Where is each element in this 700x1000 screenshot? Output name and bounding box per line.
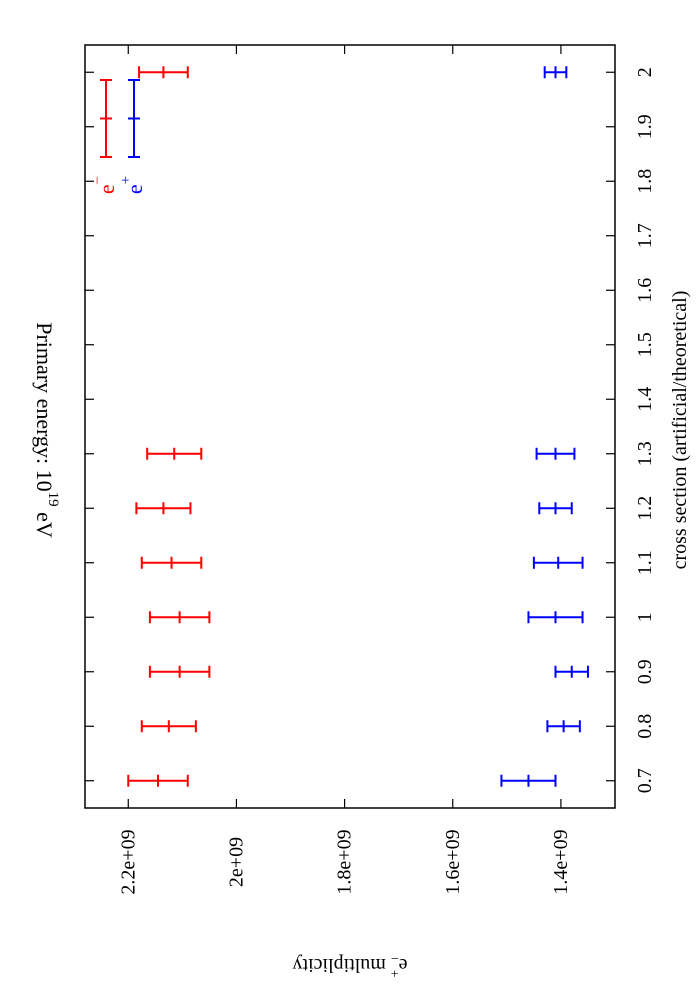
x-tick-label: 0.9 xyxy=(634,659,656,684)
chart-title: Primary energy: 1019 eV xyxy=(33,322,62,538)
data-point xyxy=(535,447,576,460)
y-axis-title-superscript: + xyxy=(391,965,399,980)
data-point xyxy=(538,502,573,515)
legend-label: e− xyxy=(90,176,119,194)
plot-frame xyxy=(84,44,616,809)
x-tick-label: 1.8 xyxy=(634,169,656,194)
x-tick-label: 1.1 xyxy=(634,550,656,575)
y-tick-label: 1.6e+09 xyxy=(442,829,464,894)
x-tick-label: 1.4 xyxy=(634,387,656,412)
y-axis-title-base: e xyxy=(399,954,408,976)
data-point xyxy=(127,774,189,787)
y-tick-label: 2.2e+09 xyxy=(117,829,139,894)
x-tick-label: 1.9 xyxy=(634,114,656,139)
series-layer xyxy=(127,66,589,787)
x-tick-label: 0.7 xyxy=(634,768,656,793)
y-tick-label: 1.4e+09 xyxy=(550,829,572,894)
data-point xyxy=(140,556,203,569)
x-tick-label: 0.8 xyxy=(634,714,656,739)
x-tick-label: 1.2 xyxy=(634,496,656,521)
data-point xyxy=(546,720,581,733)
y-tick-label: 2e+09 xyxy=(225,837,247,887)
legend-entry-positron: e+ xyxy=(118,79,147,194)
data-point xyxy=(138,66,189,79)
legend-label: e+ xyxy=(118,176,147,194)
x-tick-label: 1.7 xyxy=(634,223,656,248)
title-suffix: eV xyxy=(33,507,58,538)
legend-entry-electron: e− xyxy=(90,79,119,194)
data-point xyxy=(500,774,557,787)
y-axis-title-suffix: multiplicity xyxy=(292,954,390,976)
data-point xyxy=(148,611,211,624)
series-electron xyxy=(127,66,211,787)
y-axis-title: e+− multiplicity xyxy=(292,950,407,980)
x-tick-label: 1 xyxy=(634,612,656,622)
data-point xyxy=(146,447,203,460)
data-point xyxy=(532,556,584,569)
x-tick-label: 2 xyxy=(634,67,656,77)
title-prefix: Primary energy: 10 xyxy=(33,322,58,491)
x-tick-label: 1.3 xyxy=(634,441,656,466)
data-point xyxy=(135,502,192,515)
x-tick-label: 1.5 xyxy=(634,332,656,357)
series-positron xyxy=(500,66,589,787)
data-point xyxy=(148,665,211,678)
data-point xyxy=(140,720,197,733)
ticks-layer: 0.7 0.8 0.9 1 1.1 1.2 1.3 1.4 1.5 1.6 1.7 1.8 1.9 2 1.… xyxy=(85,45,656,895)
title-superscript: 19 xyxy=(45,492,61,507)
y-axis-title-subscript: − xyxy=(391,950,399,965)
y-tick-label: 1.8e+09 xyxy=(334,829,356,894)
data-point xyxy=(527,611,584,624)
x-tick-label: 1.6 xyxy=(634,278,656,303)
legend: e−e+ xyxy=(90,79,147,194)
x-axis-title: cross section (artificial/theoretical) xyxy=(669,291,691,570)
data-point xyxy=(554,665,589,678)
data-point xyxy=(543,66,568,79)
